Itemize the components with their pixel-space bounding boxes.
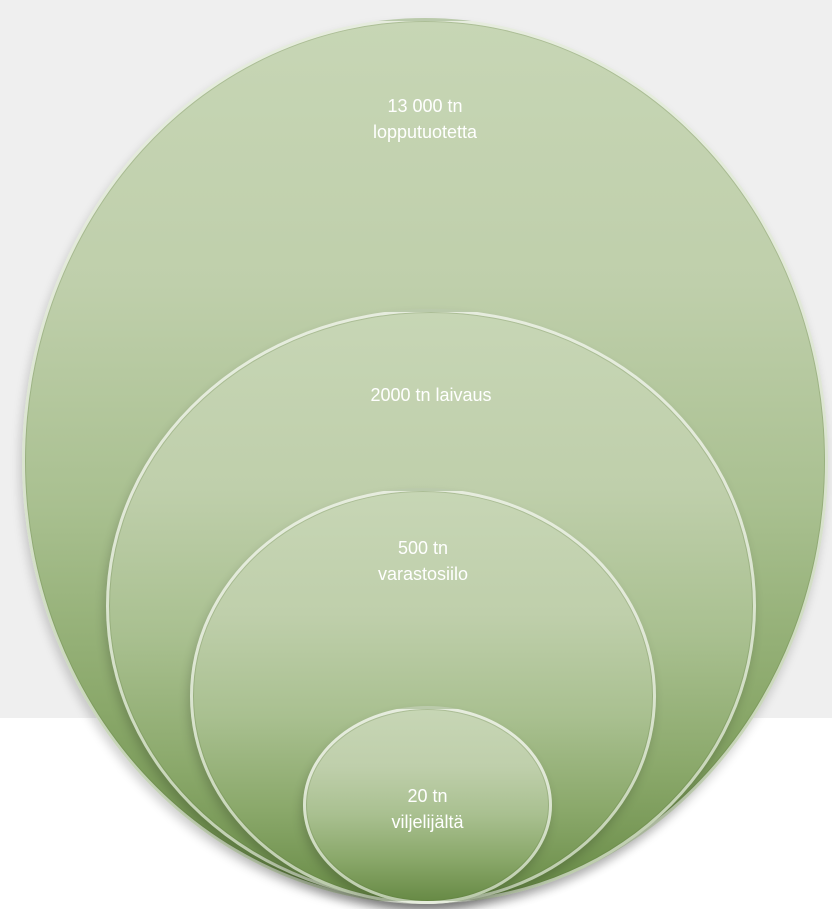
circle-label-final-product: 13 000 tn lopputuotetta: [372, 96, 478, 142]
circle-farmer: 20 tn viljelijältä: [303, 706, 552, 904]
circle-label-shipment: 2000 tn laivaus: [370, 385, 492, 405]
circle-label-farmer: 20 tn viljelijältä: [391, 786, 464, 832]
circle-label-storage-silo: 500 tn varastosiilo: [377, 538, 469, 584]
